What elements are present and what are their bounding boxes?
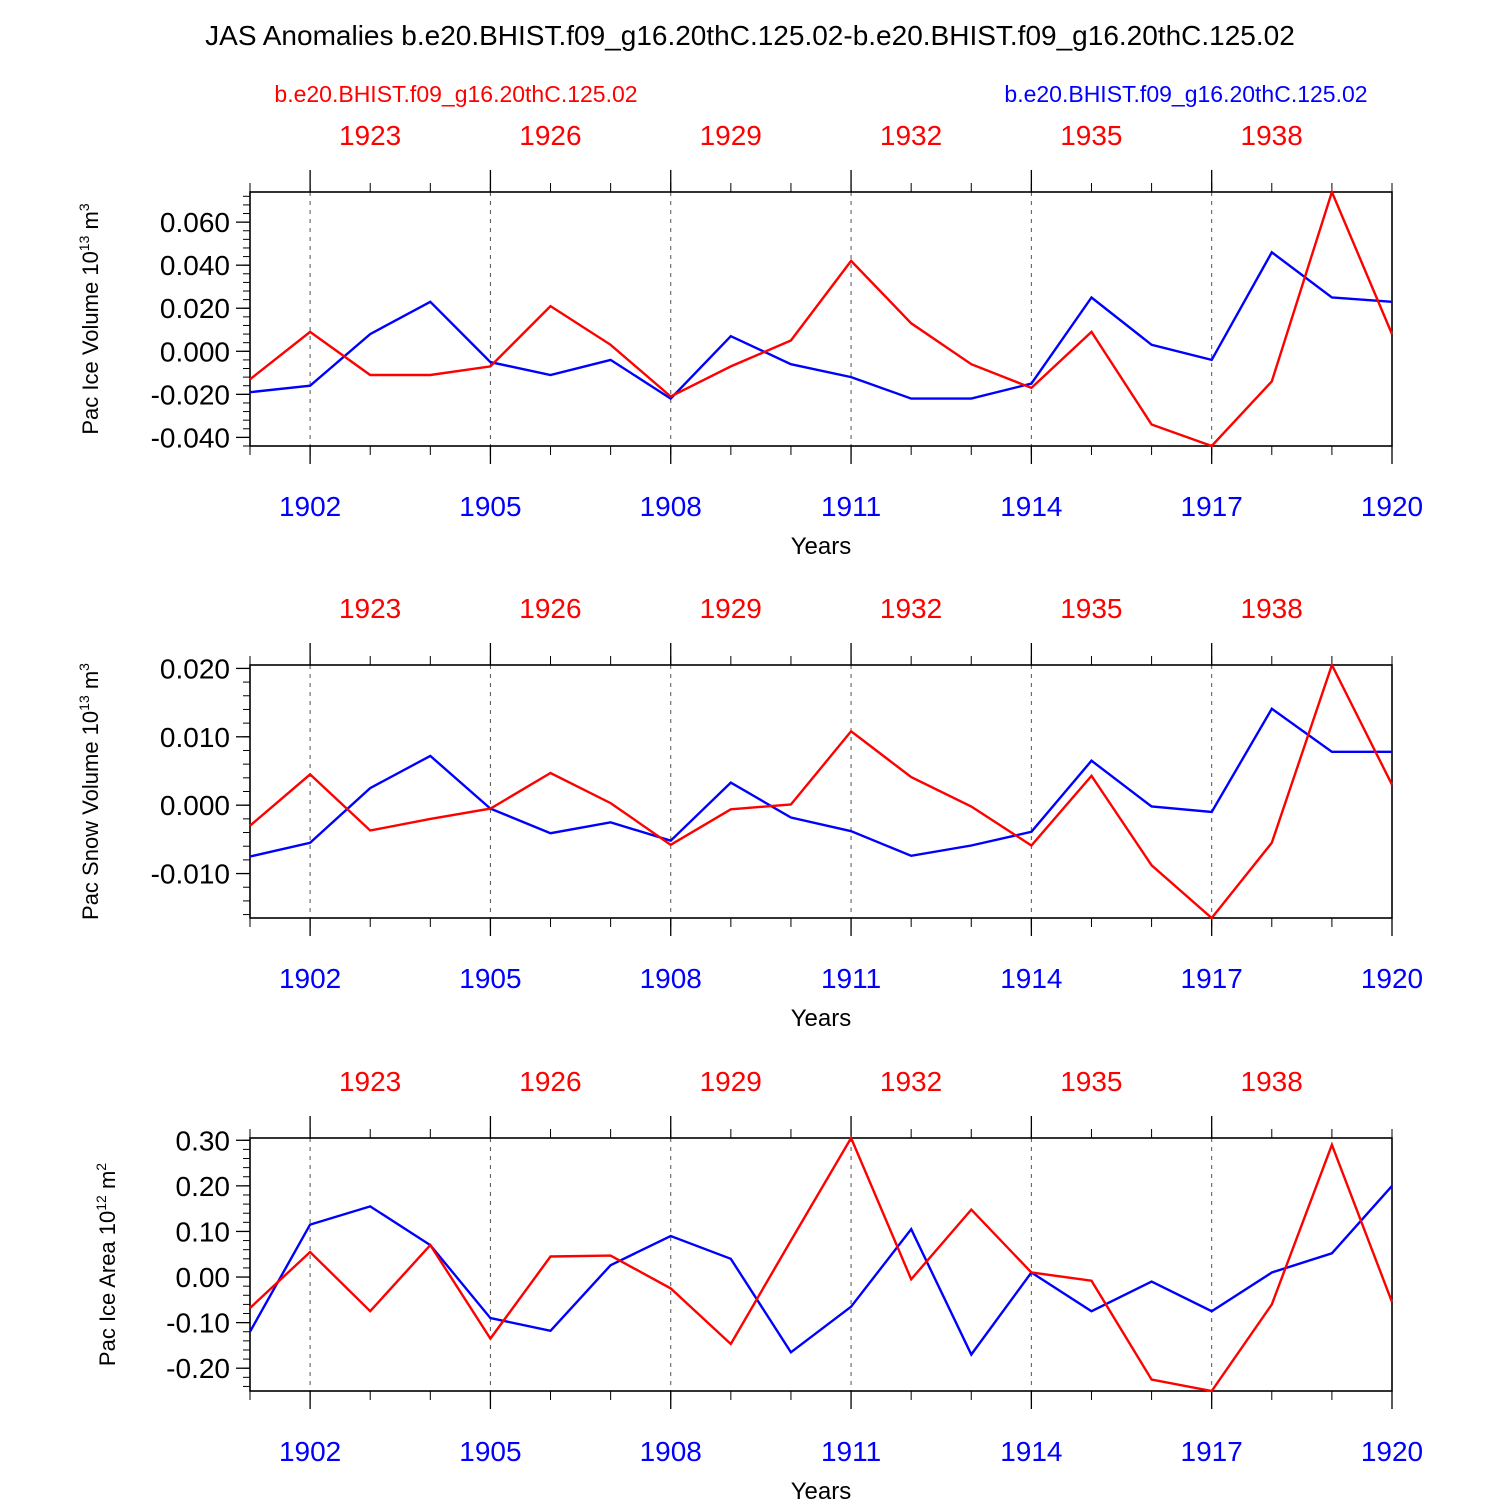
x-tick-label-bottom: 1911 bbox=[821, 491, 881, 522]
y-tick-label: -0.20 bbox=[166, 1353, 230, 1384]
chart-panel-2: -0.010 0.000 0.010 0.020 1902 1905 1908 1911 191… bbox=[76, 593, 1423, 1032]
y-axis-label-exponent: 13 bbox=[76, 235, 92, 251]
y-axis-label-exponent: 13 bbox=[76, 695, 92, 711]
y-tick-label: -0.020 bbox=[151, 379, 230, 410]
panels: -0.040 -0.020 0.000 0.020 0.040 0.060 1902 1905… bbox=[76, 120, 1423, 1500]
y-tick-label: 0.10 bbox=[176, 1216, 231, 1247]
red-series-line bbox=[249, 188, 1394, 448]
y-axis-label-unit-exponent: 3 bbox=[76, 203, 92, 211]
blue-series-line bbox=[249, 250, 1393, 401]
x-tick-label-top: 1926 bbox=[519, 1066, 581, 1097]
x-tick-label-bottom: 1908 bbox=[640, 963, 702, 994]
x-tick-label-bottom: 1914 bbox=[1000, 963, 1062, 994]
y-axis-label-text: Pac Ice Area 10 bbox=[95, 1211, 120, 1366]
x-tick-label-top: 1929 bbox=[700, 1066, 762, 1097]
y-axis-label-text: Pac Ice Volume 10 bbox=[78, 251, 103, 434]
y-tick-label: -0.010 bbox=[151, 859, 230, 890]
y-axis-label: Pac Ice Area 1012 m2 bbox=[93, 1163, 120, 1366]
x-tick-label-top: 1938 bbox=[1241, 120, 1303, 151]
legend-red-series-label: b.e20.BHIST.f09_g16.20thC.125.02 bbox=[274, 81, 637, 107]
y-axis-label-unit: m bbox=[95, 1171, 120, 1195]
x-tick-label-bottom: 1914 bbox=[1000, 491, 1062, 522]
x-tick-label-bottom: 1920 bbox=[1361, 491, 1423, 522]
x-tick-label-top: 1923 bbox=[339, 593, 401, 624]
x-tick-label-bottom: 1902 bbox=[279, 963, 341, 994]
x-tick-label-bottom: 1905 bbox=[459, 491, 521, 522]
y-tick-label: 0.060 bbox=[160, 207, 230, 238]
x-tick-label-top: 1932 bbox=[880, 120, 942, 151]
x-tick-label-bottom: 1905 bbox=[459, 1436, 521, 1467]
x-tick-label-top: 1929 bbox=[700, 593, 762, 624]
y-tick-label: 0.30 bbox=[176, 1125, 231, 1156]
y-axis-label: Pac Snow Volume 1013 m3 bbox=[76, 663, 103, 920]
x-tick-label-bottom: 1902 bbox=[279, 491, 341, 522]
plot-frame bbox=[249, 1137, 1393, 1392]
y-axis-label-unit: m bbox=[78, 671, 103, 695]
x-tick-label-top: 1938 bbox=[1241, 593, 1303, 624]
x-tick-label-bottom: 1914 bbox=[1000, 1436, 1062, 1467]
y-axis-label-unit: m bbox=[78, 211, 103, 235]
chart-panel-1: -0.040 -0.020 0.000 0.020 0.040 0.060 1902 1905… bbox=[76, 120, 1423, 560]
x-tick-label-bottom: 1902 bbox=[279, 1436, 341, 1467]
y-tick-label: 0.020 bbox=[160, 653, 230, 684]
x-tick-label-bottom: 1908 bbox=[640, 491, 702, 522]
y-tick-label: 0.020 bbox=[160, 293, 230, 324]
x-tick-label-top: 1926 bbox=[519, 593, 581, 624]
plot-frame bbox=[249, 191, 1393, 447]
y-axis-label-unit-exponent: 2 bbox=[93, 1163, 109, 1171]
x-tick-label-bottom: 1917 bbox=[1181, 1436, 1243, 1467]
x-tick-label-bottom: 1917 bbox=[1181, 963, 1243, 994]
x-axis-label: Years bbox=[791, 1478, 852, 1500]
x-tick-label-bottom: 1911 bbox=[821, 1436, 881, 1467]
y-tick-label: 0.010 bbox=[160, 722, 230, 753]
x-tick-label-top: 1935 bbox=[1060, 1066, 1122, 1097]
y-axis-label: Pac Ice Volume 1013 m3 bbox=[76, 203, 103, 434]
y-tick-label: 0.040 bbox=[160, 250, 230, 281]
y-tick-label: 0.000 bbox=[160, 336, 230, 367]
chart-title: JAS Anomalies b.e20.BHIST.f09_g16.20thC.… bbox=[205, 20, 1295, 51]
y-tick-label: 0.00 bbox=[176, 1262, 231, 1293]
x-tick-label-top: 1935 bbox=[1060, 593, 1122, 624]
x-tick-label-top: 1926 bbox=[519, 120, 581, 151]
y-tick-label: -0.040 bbox=[151, 422, 230, 453]
x-tick-label-top: 1929 bbox=[700, 120, 762, 151]
chart-panel-3: -0.20 -0.10 0.00 0.10 0.20 0.30 1902 1905 1908 19… bbox=[93, 1066, 1423, 1500]
red-series-line bbox=[249, 1135, 1394, 1393]
x-axis-label: Years bbox=[791, 533, 852, 560]
y-tick-label: -0.10 bbox=[166, 1308, 230, 1339]
x-tick-label-top: 1938 bbox=[1241, 1066, 1303, 1097]
y-tick-label: 0.20 bbox=[176, 1171, 231, 1202]
y-tick-label: 0.000 bbox=[160, 790, 230, 821]
blue-series-line bbox=[248, 1185, 1393, 1357]
x-tick-label-top: 1932 bbox=[880, 593, 942, 624]
plot-frame bbox=[249, 664, 1393, 919]
x-tick-label-top: 1923 bbox=[339, 120, 401, 151]
y-axis-label-text: Pac Snow Volume 10 bbox=[78, 711, 103, 920]
blue-series-line bbox=[249, 707, 1392, 858]
y-axis-label-unit-exponent: 3 bbox=[76, 663, 92, 671]
y-axis-label-exponent: 12 bbox=[93, 1195, 109, 1211]
x-tick-label-top: 1923 bbox=[339, 1066, 401, 1097]
x-tick-label-bottom: 1905 bbox=[459, 963, 521, 994]
x-tick-label-bottom: 1908 bbox=[640, 1436, 702, 1467]
x-tick-label-bottom: 1917 bbox=[1181, 491, 1243, 522]
legend-blue-series-label: b.e20.BHIST.f09_g16.20thC.125.02 bbox=[1004, 81, 1367, 107]
x-tick-label-top: 1932 bbox=[880, 1066, 942, 1097]
x-tick-label-bottom: 1920 bbox=[1361, 963, 1423, 994]
red-series-line bbox=[249, 661, 1394, 920]
x-axis-label: Years bbox=[791, 1005, 852, 1032]
x-tick-label-top: 1935 bbox=[1060, 120, 1122, 151]
x-tick-label-bottom: 1920 bbox=[1361, 1436, 1423, 1467]
x-tick-label-bottom: 1911 bbox=[821, 963, 881, 994]
